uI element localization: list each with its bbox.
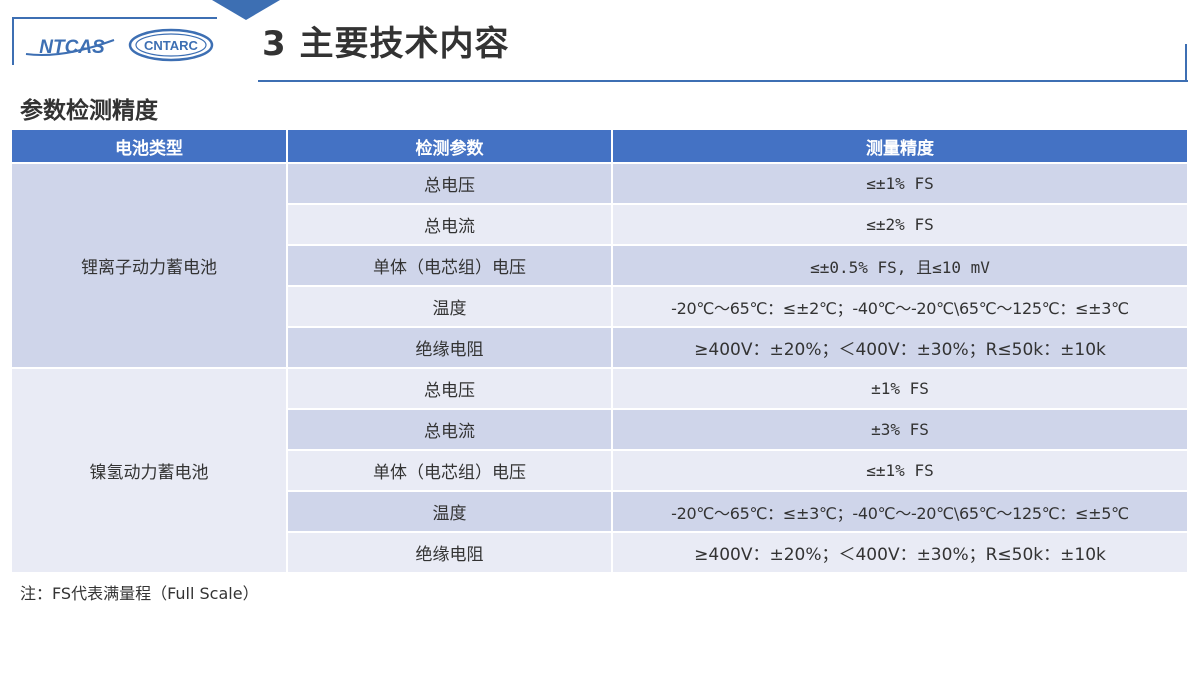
accuracy-cell: -20℃～65℃：≤±2℃；-40℃～-20℃\65℃～125℃：≤±3℃ (612, 286, 1187, 328)
parameter-cell: 总电流 (287, 204, 613, 246)
parameter-cell: 总电压 (287, 368, 613, 410)
section-title: 参数检测精度 (20, 98, 158, 124)
table-row: 绝缘电阻 ≥400V：±20%；＜400V：±30%；R≤50k：±10k (12, 532, 1187, 574)
parameter-cell: 总电压 (287, 163, 613, 205)
table-row: 锂离子动力蓄电池 总电压 ≤±1% FS (12, 163, 1187, 369)
accuracy-cell: ≤±0.5% FS, 且≤10 mV (612, 245, 1187, 287)
table-row: 总电流 ≤±2% FS (12, 204, 1187, 246)
top-tab-decoration (212, 0, 280, 20)
accuracy-cell: ≥400V：±20%；＜400V：±30%；R≤50k：±10k (612, 327, 1187, 369)
parameter-cell: 单体（电芯组）电压 (287, 245, 613, 287)
battery-type-cell: 锂离子动力蓄电池 (12, 163, 288, 369)
title-underline (258, 80, 1188, 82)
header-accuracy: 测量精度 (612, 130, 1187, 164)
accuracy-cell: ≤±1% FS (612, 450, 1187, 492)
accuracy-cell: -20℃～65℃：≤±3℃；-40℃～-20℃\65℃～125℃：≤±5℃ (612, 491, 1187, 533)
table-row: 单体（电芯组）电压 ≤±0.5% FS, 且≤10 mV (12, 245, 1187, 287)
table-row: 温度 -20℃～65℃：≤±3℃；-40℃～-20℃\65℃～125℃：≤±5℃ (12, 491, 1187, 533)
accuracy-table: 电池类型 检测参数 测量精度 锂离子动力蓄电池 总电压 ≤±1% FS 总电流 … (12, 130, 1187, 574)
parameter-cell: 温度 (287, 491, 613, 533)
cntarc-logo-text: CNTARC (144, 38, 199, 53)
accuracy-cell: ≤±2% FS (612, 204, 1187, 246)
battery-type-cell: 镍氢动力蓄电池 (12, 368, 288, 574)
table-row: 总电流 ±3% FS (12, 409, 1187, 451)
table-row: 温度 -20℃～65℃：≤±2℃；-40℃～-20℃\65℃～125℃：≤±3℃ (12, 286, 1187, 328)
header-parameter: 检测参数 (287, 130, 613, 164)
table-row: 镍氢动力蓄电池 总电压 ±1% FS (12, 368, 1187, 574)
logo-frame (12, 17, 217, 65)
parameter-cell: 绝缘电阻 (287, 532, 613, 574)
accuracy-cell: ±1% FS (612, 368, 1187, 410)
accuracy-cell: ≤±1% FS (612, 163, 1187, 205)
parameter-cell: 温度 (287, 286, 613, 328)
slide-title: 3 主要技术内容 (262, 24, 510, 64)
parameter-cell: 绝缘电阻 (287, 327, 613, 369)
header-battery-type: 电池类型 (12, 130, 288, 164)
accuracy-cell: ≥400V：±20%；＜400V：±30%；R≤50k：±10k (612, 532, 1187, 574)
accuracy-cell: ±3% FS (612, 409, 1187, 451)
ntcas-logo: NTCAS (25, 37, 115, 58)
table-row: 绝缘电阻 ≥400V：±20%；＜400V：±30%；R≤50k：±10k (12, 327, 1187, 369)
title-underline-tick (1185, 44, 1187, 82)
footnote: 注：FS代表满量程（Full Scale） (20, 584, 259, 603)
table-row: 单体（电芯组）电压 ≤±1% FS (12, 450, 1187, 492)
parameter-cell: 总电流 (287, 409, 613, 451)
table-header-row: 电池类型 检测参数 测量精度 (12, 130, 1187, 164)
parameter-cell: 单体（电芯组）电压 (287, 450, 613, 492)
ntcas-logo-text: NTCAS (39, 37, 105, 58)
cntarc-logo: CNTARC (128, 28, 214, 62)
